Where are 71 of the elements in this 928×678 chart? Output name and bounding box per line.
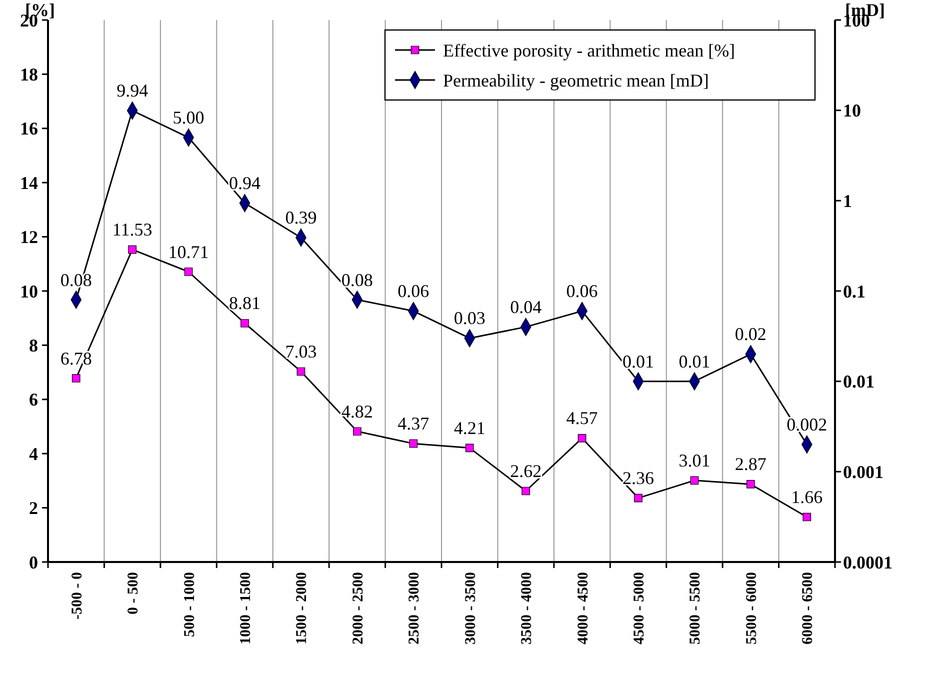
point <box>409 439 418 448</box>
data-label: 0.08 <box>341 270 373 290</box>
data-label: 0.01 <box>678 351 710 372</box>
data-label: 0.03 <box>454 308 486 328</box>
point <box>72 374 80 382</box>
data-label: 10.71 <box>168 242 209 262</box>
x-tick-label: 3500 - 4000 <box>519 572 536 644</box>
y-tick-label: 8 <box>29 336 38 356</box>
data-label: 0.04 <box>510 296 542 317</box>
y-tick-label: 14 <box>20 172 38 193</box>
point <box>578 434 586 442</box>
data-label: 3.01 <box>678 450 710 470</box>
data-label: 5.00 <box>172 108 204 128</box>
x-tick-label: -500 - 0 <box>69 572 86 620</box>
y-tick-label: 18 <box>20 64 38 84</box>
data-label: 4.57 <box>566 408 598 428</box>
y-tick-label: 12 <box>20 227 38 248</box>
legend-label: Effective porosity - arithmetic mean [%] <box>443 40 736 60</box>
x-tick-label: 1500 - 2000 <box>294 572 310 644</box>
point <box>240 319 249 328</box>
x-tick-label: 6000 - 6500 <box>800 572 816 644</box>
x-tick-label: 5000 - 5500 <box>688 572 704 644</box>
x-tick-label: 500 - 1000 <box>182 572 198 637</box>
data-label: 2.36 <box>622 468 654 488</box>
y2-tick-label: 1 <box>843 190 852 211</box>
x-tick-label: 2500 - 3000 <box>406 572 423 644</box>
point <box>746 480 755 488</box>
data-label: 0.02 <box>734 324 766 344</box>
x-tick-label: 3000 - 3500 <box>462 572 479 644</box>
y-tick-label: 0 <box>29 552 38 572</box>
y2-tick-label: 0.1 <box>843 281 866 302</box>
data-label: 2.62 <box>510 461 542 481</box>
data-label: 7.03 <box>285 341 317 362</box>
y-tick-label: 10 <box>20 281 38 302</box>
point <box>522 486 530 496</box>
data-label: 0.39 <box>285 208 317 228</box>
point <box>465 444 474 452</box>
x-tick-label: 5500 - 6000 <box>744 572 760 644</box>
data-label: 4.37 <box>398 414 430 434</box>
point <box>184 268 193 276</box>
data-label: 9.94 <box>116 80 148 101</box>
data-label: 0.94 <box>229 173 260 194</box>
point <box>353 427 362 436</box>
point <box>296 367 306 376</box>
legend-label: Permeability - geometric mean [mD] <box>443 70 709 90</box>
y2-tick-label: 0.01 <box>843 372 874 392</box>
x-tick-label: 4000 - 4500 <box>575 572 592 644</box>
y2-tick-label: 10 <box>843 100 861 121</box>
x-tick-label: 1000 - 1500 <box>238 572 254 644</box>
point <box>690 476 699 485</box>
data-label: 8.81 <box>229 293 260 314</box>
y-tick-label: 6 <box>29 390 38 410</box>
data-label: 2.87 <box>734 454 766 474</box>
data-label: 4.82 <box>341 401 373 422</box>
data-label: 0.06 <box>398 281 430 302</box>
point <box>634 494 642 502</box>
x-tick-label: 4500 - 5000 <box>632 572 648 644</box>
y2-tick-label: 0.0001 <box>843 552 892 572</box>
x-tick-label: 2000 - 2500 <box>350 572 366 644</box>
point <box>802 512 812 522</box>
x-tick-label: 0 - 500 <box>126 572 142 614</box>
data-label: 1.66 <box>791 487 823 508</box>
data-label: 0.06 <box>566 281 598 302</box>
y-tick-label: 16 <box>20 118 38 139</box>
y-tick-label: 4 <box>29 444 38 464</box>
y-tick-label: 2 <box>29 498 38 518</box>
data-label: 0.01 <box>622 351 654 372</box>
data-label: 11.53 <box>112 220 152 240</box>
point <box>128 245 136 254</box>
y2-tick-label: 0.001 <box>843 462 884 482</box>
data-label: 4.21 <box>454 418 486 438</box>
